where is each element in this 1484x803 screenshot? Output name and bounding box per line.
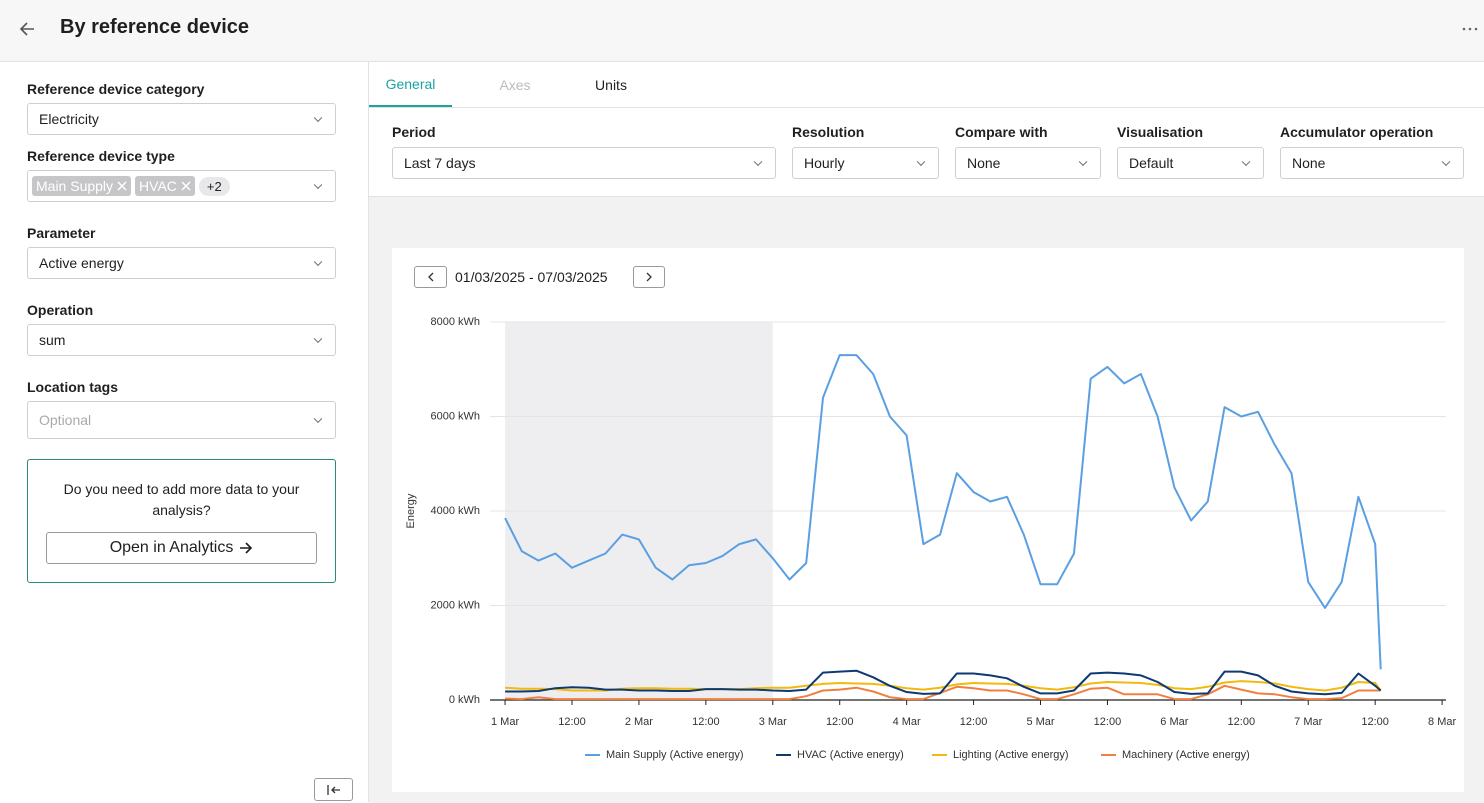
back-button[interactable]: [18, 20, 38, 38]
dropdown-value: Hourly: [804, 155, 845, 171]
x-tick-label: 3 Mar: [759, 716, 787, 728]
chip-remove[interactable]: [117, 181, 127, 191]
y-tick-label: 4000 kWh: [430, 505, 480, 517]
dropdown-value: sum: [39, 332, 66, 348]
chip-label: Main Supply: [36, 178, 114, 194]
dropdown-value: None: [1292, 155, 1326, 171]
x-tick-label: 5 Mar: [1026, 716, 1054, 728]
tab[interactable]: Units: [595, 76, 627, 93]
y-tick-label: 8000 kWh: [430, 316, 480, 328]
dropdown[interactable]: sum: [27, 324, 336, 356]
dropdown[interactable]: Default: [1117, 147, 1264, 179]
dropdown-value: Active energy: [39, 255, 124, 271]
x-tick-label: 1 Mar: [491, 716, 519, 728]
multi-select[interactable]: Main Supply HVAC +2: [27, 170, 336, 202]
tab-divider: [369, 107, 1484, 108]
x-tick-label: 12:00: [1228, 716, 1256, 728]
page-title: By reference device: [60, 16, 250, 38]
field-label: Location tags: [27, 379, 119, 395]
x-tick-label: 12:00: [1361, 716, 1389, 728]
more-menu[interactable]: [1462, 26, 1478, 32]
y-tick-label: 0 kWh: [449, 694, 480, 706]
x-tick-label: 4 Mar: [893, 716, 921, 728]
dropdown-value: Default: [1129, 155, 1174, 171]
dropdown[interactable]: Electricity: [27, 103, 336, 135]
x-tick-label: 12:00: [960, 716, 988, 728]
promo-text: Do you need to add more data to your ana…: [63, 481, 300, 518]
chip-remove[interactable]: [181, 181, 191, 191]
x-tick-label: 12:00: [558, 716, 586, 728]
date-range: 01/03/2025 - 07/03/2025: [455, 269, 608, 285]
x-tick-label: 8 Mar: [1428, 716, 1456, 728]
next-button[interactable]: [633, 266, 665, 288]
chip-label: HVAC: [139, 178, 177, 194]
dropdown[interactable]: None: [955, 147, 1101, 179]
collapse-button[interactable]: [314, 778, 353, 801]
control-label: Resolution: [792, 124, 865, 140]
y-tick-label: 2000 kWh: [430, 599, 480, 611]
sidebar: [0, 62, 369, 802]
series-line: [504, 354, 1382, 670]
field-label: Parameter: [27, 225, 96, 241]
dropdown-value: Last 7 days: [404, 155, 476, 171]
dropdown-placeholder: Optional: [39, 412, 92, 428]
arrow-icon: [240, 542, 253, 554]
y-tick-label: 6000 kWh: [430, 410, 480, 422]
series-line: [505, 684, 1381, 701]
promo-box: [27, 459, 336, 583]
dropdown-value: Electricity: [39, 111, 99, 127]
y-axis-label: Energy: [405, 493, 417, 528]
dropdown[interactable]: None: [1280, 147, 1464, 179]
x-tick-label: 12:00: [692, 716, 720, 728]
dropdown[interactable]: Active energy: [27, 247, 336, 279]
dropdown[interactable]: Hourly: [792, 147, 939, 179]
control-label: Visualisation: [1117, 124, 1204, 140]
prev-button[interactable]: [414, 266, 447, 288]
chart: 0 kWh 2000 kWh 4000 kWh 6000 kWh 8000 kWh Ene…: [405, 316, 1457, 761]
more-chips: +2: [198, 176, 230, 196]
x-tick-label: 12:00: [1094, 716, 1122, 728]
field-label: Reference device category: [27, 81, 205, 97]
x-tick-label: 6 Mar: [1160, 716, 1188, 728]
x-tick-label: 2 Mar: [625, 716, 653, 728]
legend-label: Main Supply (Active energy): [606, 749, 744, 761]
field-label: Reference device type: [27, 148, 175, 164]
control-label: Accumulator operation: [1280, 124, 1434, 140]
series-line: [505, 680, 1382, 692]
open-analytics-button[interactable]: Open in Analytics: [46, 532, 317, 564]
field-label: Operation: [27, 302, 94, 318]
dropdown[interactable]: Last 7 days: [392, 147, 776, 179]
legend-label: HVAC (Active energy): [797, 749, 904, 761]
x-tick-label: 7 Mar: [1294, 716, 1322, 728]
legend-label: Lighting (Active energy): [953, 749, 1069, 761]
chip[interactable]: Main Supply: [32, 176, 132, 196]
x-tick-label: 12:00: [826, 716, 854, 728]
legend-label: Machinery (Active energy): [1122, 749, 1250, 761]
dropdown-value: None: [967, 155, 1001, 171]
control-label: Period: [392, 124, 436, 140]
chip[interactable]: HVAC: [135, 176, 195, 196]
tab[interactable]: Axes: [499, 76, 531, 93]
button-label: Open in Analytics: [109, 539, 234, 556]
tab-active[interactable]: General: [369, 62, 452, 107]
header: [0, 0, 1484, 62]
control-label: Compare with: [955, 124, 1048, 140]
series-line: [505, 669, 1382, 696]
dropdown[interactable]: Optional: [27, 401, 336, 439]
